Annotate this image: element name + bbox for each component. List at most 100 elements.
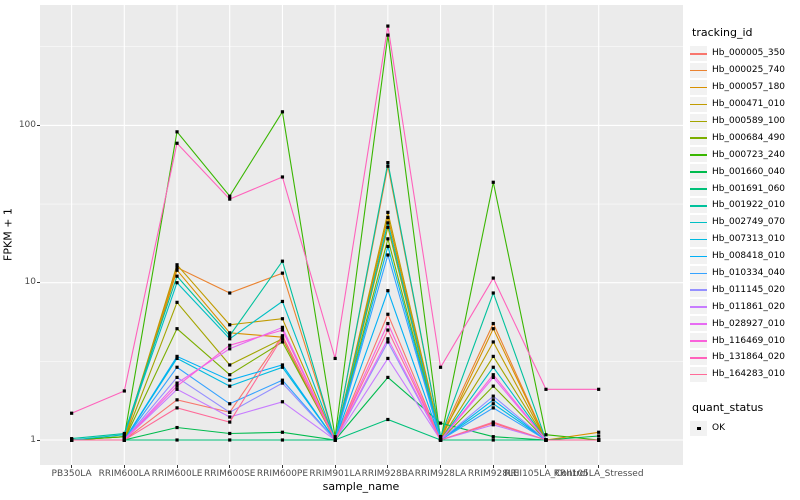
data-point — [228, 420, 232, 424]
legend-label: Hb_000684_490 — [712, 132, 786, 143]
legend-key-box — [690, 265, 707, 281]
data-point — [280, 430, 285, 434]
data-point — [175, 327, 179, 331]
legend-key-box — [690, 282, 707, 298]
data-point — [386, 210, 390, 214]
legend-label: Hb_002749_070 — [712, 217, 786, 228]
data-point — [544, 438, 548, 442]
data-point — [228, 343, 232, 347]
x-tick-mark — [334, 465, 336, 468]
legend-key-box — [690, 316, 707, 332]
data-point — [386, 237, 390, 241]
legend-label: Hb_010334_040 — [712, 268, 786, 279]
legend-key-box — [690, 248, 707, 264]
legend-entry: Hb_002749_070 — [690, 214, 798, 231]
legend-entry: Hb_000589_100 — [690, 113, 798, 130]
legend-key-box — [690, 147, 707, 163]
data-point — [280, 299, 285, 304]
data-point — [228, 402, 232, 406]
legend-line-swatch — [690, 373, 707, 376]
legend-label: Hb_000025_740 — [712, 65, 786, 76]
legend-line-swatch — [690, 52, 707, 55]
x-tick-label: RRIM928BA — [361, 469, 415, 479]
x-tick-label: RRIM600PE — [256, 469, 309, 479]
legend-entry: Hb_010334_040 — [690, 265, 798, 282]
legend-line-swatch — [690, 221, 707, 224]
data-point — [597, 430, 601, 434]
x-tick-label: RRIM901LA — [309, 469, 361, 479]
x-tick-mark — [71, 465, 73, 468]
data-point — [544, 433, 548, 437]
data-point — [280, 365, 285, 369]
data-point — [438, 421, 443, 425]
data-point — [386, 340, 390, 344]
data-point — [491, 375, 495, 380]
legend-entry: Hb_011861_020 — [690, 298, 798, 315]
x-tick-mark — [440, 465, 442, 468]
data-point — [386, 253, 390, 257]
data-point — [280, 335, 285, 339]
data-point — [491, 365, 495, 369]
legend-entry: Hb_000684_490 — [690, 129, 798, 146]
legend-label: Hb_000005_350 — [712, 48, 786, 59]
legend-entry: Hb_164283_010 — [690, 366, 798, 383]
data-point — [333, 438, 337, 442]
data-point — [280, 363, 285, 367]
data-point — [491, 327, 495, 331]
y-axis-title: FPKM + 1 — [1, 208, 15, 261]
x-tick-label: RRIM600LA — [98, 469, 151, 479]
data-point — [386, 33, 390, 37]
data-point — [122, 433, 126, 437]
data-point — [597, 438, 601, 442]
legend-line-swatch — [690, 289, 707, 291]
legend-label: Hb_164283_010 — [712, 369, 786, 380]
data-point — [175, 274, 179, 278]
data-point — [491, 384, 495, 388]
legend-key-box — [690, 164, 707, 180]
data-point — [175, 265, 179, 270]
x-tick-mark — [545, 465, 547, 468]
data-point — [280, 381, 285, 385]
data-point — [228, 197, 232, 201]
data-point — [175, 398, 179, 402]
data-point — [386, 337, 390, 341]
legend-key-box — [690, 96, 707, 112]
legend-entry: Hb_000025_740 — [690, 62, 798, 79]
legend-key-box — [690, 420, 707, 436]
data-point — [386, 164, 390, 168]
legend-label: Hb_000057_180 — [712, 82, 786, 93]
data-point — [491, 276, 495, 280]
data-point — [386, 215, 390, 220]
data-point — [175, 425, 179, 430]
data-point — [280, 340, 285, 344]
legend-key-box — [690, 333, 707, 349]
data-point — [333, 435, 337, 439]
legend-key-box — [690, 181, 707, 197]
data-point — [491, 406, 495, 410]
legend-line-swatch — [690, 137, 707, 139]
legend-line-swatch — [690, 103, 707, 106]
data-point — [491, 435, 495, 439]
data-point — [280, 175, 285, 179]
data-point — [228, 337, 232, 341]
y-tick-label: 1 — [30, 434, 36, 445]
legend-line-swatch — [690, 272, 707, 275]
legend-entry: Hb_008418_010 — [690, 248, 798, 265]
data-point — [228, 410, 232, 414]
legend-label: Hb_000589_100 — [712, 116, 786, 126]
data-point — [175, 438, 179, 442]
legend-label: Hb_001922_010 — [712, 200, 786, 211]
legend-entry: Hb_001691_060 — [690, 180, 798, 197]
legend-label: Hb_131864_020 — [712, 352, 786, 363]
data-point — [228, 323, 232, 327]
x-tick-mark — [598, 465, 600, 468]
data-point — [386, 225, 390, 229]
legend-entry-ok: OK — [690, 420, 798, 437]
data-point — [175, 263, 179, 267]
data-point — [386, 375, 390, 380]
data-point — [280, 378, 285, 382]
legend-line-swatch — [690, 188, 707, 190]
data-point — [438, 438, 443, 442]
legend-key-box — [690, 45, 707, 61]
data-point — [491, 394, 495, 398]
